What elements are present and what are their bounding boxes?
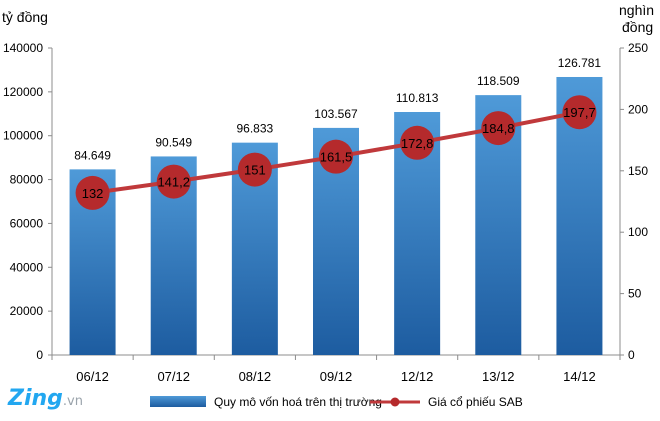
y-right-tick-label: 0 — [628, 348, 635, 362]
bar-data-label: 90.549 — [155, 135, 192, 149]
y-left-tick-label: 80000 — [10, 173, 44, 187]
y-left-tick-label: 100000 — [3, 129, 43, 143]
y-right-tick-label: 50 — [628, 287, 642, 301]
right-axis-unit-line2: đồng — [622, 19, 654, 35]
price-data-label: 161,5 — [320, 150, 353, 165]
price-data-label: 184,8 — [482, 121, 515, 136]
y-right-tick-label: 100 — [628, 225, 648, 239]
y-left-tick-label: 60000 — [10, 216, 44, 230]
x-tick-label: 14/12 — [563, 369, 596, 384]
price-marker — [400, 125, 435, 160]
price-marker — [481, 111, 516, 146]
x-tick-label: 12/12 — [401, 369, 434, 384]
bar-data-label: 103.567 — [314, 107, 358, 121]
legend-line-marker — [390, 397, 400, 407]
price-marker — [562, 95, 597, 130]
y-left-tick-label: 140000 — [3, 41, 43, 55]
legend-line-label: Giá cổ phiếu SAB — [428, 395, 523, 409]
bar-data-label: 96.833 — [237, 122, 274, 136]
y-left-tick-label: 40000 — [10, 260, 44, 274]
price-data-label: 132 — [82, 186, 104, 201]
legend-bar-swatch — [150, 396, 206, 407]
x-tick-label: 07/12 — [157, 369, 190, 384]
price-data-label: 151 — [244, 163, 266, 178]
left-axis-unit: tỷ đồng — [2, 9, 48, 25]
bar-data-label: 110.813 — [396, 91, 439, 105]
bar-data-label: 118.509 — [477, 74, 520, 88]
price-marker — [319, 139, 353, 174]
x-tick-label: 06/12 — [76, 369, 109, 384]
x-tick-label: 08/12 — [239, 369, 272, 384]
x-tick-label: 13/12 — [482, 369, 515, 384]
zing-logo: Zing.vn — [8, 386, 83, 411]
y-right-tick-label: 250 — [628, 41, 648, 55]
right-axis-unit-line1: nghìn — [619, 2, 655, 18]
bar-data-label: 84.649 — [74, 148, 111, 162]
price-marker — [156, 164, 191, 199]
y-left-tick-label: 0 — [36, 348, 43, 362]
price-marker — [75, 175, 110, 210]
y-left-tick-label: 20000 — [10, 304, 44, 318]
price-data-label: 172,8 — [401, 136, 434, 151]
logo-suffix: .vn — [62, 394, 83, 409]
y-right-tick-label: 150 — [628, 164, 648, 178]
y-right-tick-label: 200 — [628, 102, 648, 116]
price-data-label: 141,2 — [157, 175, 190, 190]
logo-brand: Zing — [8, 386, 63, 411]
legend-bar-label: Quy mô vốn hoá trên thị trường — [214, 395, 382, 409]
bar-data-label: 126.781 — [558, 56, 602, 70]
x-tick-label: 09/12 — [320, 369, 353, 384]
y-left-tick-label: 120000 — [3, 85, 43, 99]
price-marker — [237, 152, 272, 187]
price-data-label: 197,7 — [563, 105, 596, 120]
